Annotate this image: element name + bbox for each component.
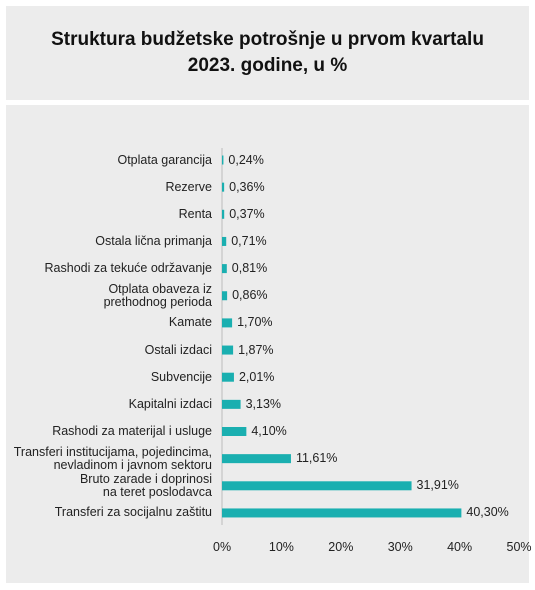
category-label: Rashodi za materijal i usluge — [52, 424, 212, 438]
value-label: 3,13% — [245, 396, 282, 411]
value-label: 1,87% — [238, 342, 274, 357]
category-label: Ostala lična primanja — [95, 233, 212, 248]
category-label: Otplata obaveza iz prethodnog perioda — [103, 281, 212, 309]
x-tick-label: 10% — [268, 540, 294, 554]
value-label: 0,81% — [231, 261, 268, 276]
bar — [222, 345, 234, 355]
category-label: Rashodi za tekuće održavanje — [44, 261, 212, 276]
category-label: Renta — [178, 206, 212, 221]
category-label: Bruto zarade i doprinosi na teret poslod… — [79, 471, 212, 499]
value-label: 0,37% — [229, 206, 265, 221]
bar — [222, 372, 234, 382]
chart — [221, 148, 462, 525]
bar — [222, 209, 225, 219]
value-label: 2,01% — [238, 369, 275, 384]
bar — [222, 399, 241, 409]
value-label: 0,86% — [232, 288, 268, 303]
value-label: 11,61% — [295, 451, 338, 466]
x-tick-label: 30% — [387, 540, 413, 554]
category-label: Transferi institucijama, pojedincima, ne… — [13, 444, 212, 472]
value-label: 4,10% — [251, 424, 287, 438]
bar — [222, 427, 247, 436]
x-tick-label: 40% — [447, 540, 473, 554]
bar — [222, 264, 227, 274]
category-label: Ostali izdaci — [144, 342, 212, 357]
chart-panel: Otplata garancija 0,24% Rezerve 0,36% Renta 0… — [6, 105, 532, 583]
value-label: 1,70% — [237, 315, 273, 330]
bar — [222, 318, 233, 328]
bar — [222, 155, 224, 165]
x-tick-label: 50% — [506, 540, 532, 554]
value-label: 31,91% — [416, 478, 459, 493]
category-label: Kapitalni izdaci — [128, 396, 212, 411]
value-label: 0,24% — [228, 152, 264, 167]
bar — [222, 182, 225, 192]
bar — [222, 481, 412, 491]
bar — [222, 291, 228, 301]
category-label: Rezerve — [165, 179, 212, 194]
category-label: Otplata garancija — [117, 152, 212, 167]
bar — [222, 508, 462, 518]
category-label: Transferi za socijalnu zaštitu — [54, 505, 212, 520]
bar — [222, 236, 227, 246]
bar — [222, 454, 291, 464]
title-box: Struktura budžetske potrošnje u prvom kv… — [6, 6, 529, 100]
value-label: 0,36% — [229, 179, 265, 194]
x-tick-label: 0% — [213, 540, 232, 554]
value-label: 40,30% — [466, 505, 509, 520]
category-label: Kamate — [168, 315, 212, 330]
value-label: 0,71% — [231, 233, 267, 248]
x-tick-label: 20% — [328, 540, 354, 554]
category-label: Subvencije — [150, 369, 212, 384]
chart-title: Struktura budžetske potrošnje u prvom kv… — [51, 29, 484, 76]
